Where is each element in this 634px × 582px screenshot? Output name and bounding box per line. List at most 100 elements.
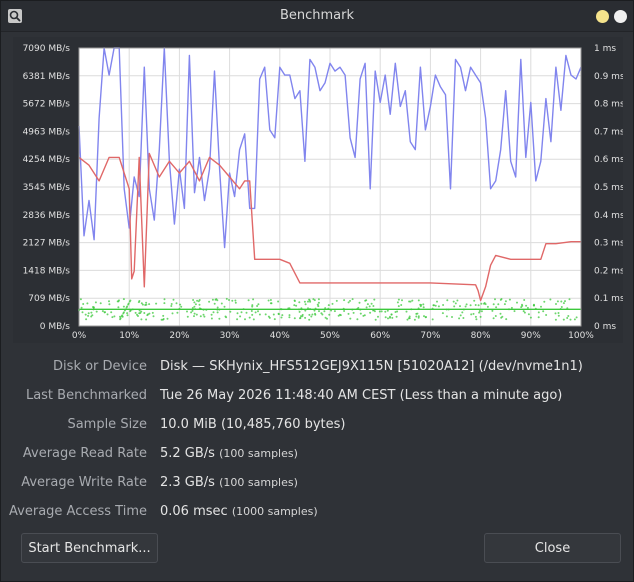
access-time-point — [202, 313, 205, 316]
access-time-point — [347, 312, 350, 315]
access-time-point — [351, 308, 354, 311]
access-time-point — [343, 299, 346, 302]
access-time-point — [236, 312, 239, 315]
access-time-point — [423, 315, 425, 318]
access-time-point — [257, 303, 260, 306]
access-time-point — [522, 310, 525, 313]
access-time-point — [231, 299, 234, 302]
access-time-point — [456, 299, 459, 302]
access-time-point — [508, 298, 511, 301]
access-time-point — [252, 318, 255, 321]
access-time-point — [85, 318, 88, 321]
y-tick-right: 1 ms — [594, 44, 616, 54]
access-time-point — [90, 311, 93, 314]
access-time-point — [87, 312, 90, 315]
access-time-point — [342, 307, 345, 310]
access-time-point — [254, 311, 257, 314]
access-time-point — [220, 302, 223, 305]
access-time-point — [307, 307, 309, 310]
access-time-point — [308, 299, 311, 302]
access-time-point — [545, 314, 548, 316]
access-time-point — [441, 312, 444, 315]
access-time-point — [483, 302, 485, 305]
access-time-point — [480, 310, 483, 313]
access-time-point — [92, 306, 94, 308]
access-time-point — [318, 310, 320, 313]
read-rate-value: 5.2 GB/s (100 samples) — [160, 446, 298, 461]
access-time-point — [308, 313, 311, 316]
access-time-point — [215, 298, 218, 301]
access-time-point — [166, 317, 169, 320]
access-time-point — [499, 298, 502, 301]
access-time-point — [494, 298, 496, 301]
access-time-point — [210, 317, 213, 320]
access-time-point — [190, 311, 193, 314]
access-time-point — [143, 312, 146, 314]
access-time-point — [257, 310, 259, 313]
y-tick-left: 5672 MB/s — [23, 100, 71, 110]
access-time-point — [152, 315, 155, 318]
access-time-point — [308, 318, 311, 321]
access-time-point — [293, 317, 296, 320]
access-time-point — [365, 306, 368, 309]
app-icon[interactable] — [8, 9, 22, 23]
y-tick-left: 7090 MB/s — [23, 44, 71, 54]
access-time-point — [523, 311, 526, 314]
access-time-point — [101, 310, 104, 313]
access-time-point — [465, 303, 468, 306]
access-time-point — [473, 299, 476, 302]
access-time-point — [137, 315, 139, 317]
access-time-point — [387, 317, 389, 320]
access-time-point — [408, 317, 411, 320]
last-benchmarked-label: Last Benchmarked — [25, 388, 147, 403]
access-time-point — [542, 310, 545, 313]
close-window-button[interactable] — [614, 10, 627, 23]
access-time-point — [508, 308, 510, 311]
access-time-point — [247, 299, 250, 302]
access-time-point — [373, 298, 376, 301]
x-tick: 0% — [72, 331, 87, 341]
access-time-point — [122, 305, 125, 308]
access-time-point — [540, 305, 542, 308]
access-time-point — [141, 303, 144, 306]
access-time-point — [368, 305, 371, 308]
read-rate-label: Average Read Rate — [22, 446, 147, 461]
access-time-point — [358, 301, 361, 304]
access-time-point — [258, 313, 261, 316]
access-time-point — [442, 304, 445, 306]
access-time-point — [192, 299, 195, 301]
access-time-point — [408, 315, 411, 318]
start-benchmark-button[interactable]: Start Benchmark... — [21, 533, 158, 563]
access-time-point — [202, 308, 205, 311]
access-time-value: 0.06 msec (1000 samples) — [160, 504, 318, 519]
access-time-point — [171, 312, 174, 315]
access-time-point — [293, 299, 296, 302]
access-time-point — [335, 299, 338, 302]
access-time-point — [119, 317, 122, 320]
access-time-point — [564, 300, 566, 303]
access-time-point — [434, 304, 437, 307]
access-time-point — [470, 313, 473, 316]
access-time-point — [486, 305, 489, 308]
access-time-point — [475, 318, 478, 321]
device-value: Disk — SKHynix_HFS512GEJ9X115N [51020A12… — [160, 359, 583, 374]
access-time-point — [198, 307, 201, 310]
access-time-point — [478, 311, 481, 314]
y-tick-left: 2836 MB/s — [23, 211, 71, 221]
access-time-point — [194, 308, 197, 311]
x-tick: 60% — [370, 331, 390, 341]
close-button[interactable]: Close — [484, 533, 621, 563]
x-tick: 20% — [169, 331, 189, 341]
access-time-point — [299, 316, 302, 319]
access-time-point — [356, 318, 359, 321]
access-time-point — [562, 302, 565, 305]
access-time-point — [537, 311, 540, 314]
minimize-button[interactable] — [596, 10, 609, 23]
access-time-point — [94, 301, 97, 304]
access-time-point — [195, 313, 198, 316]
access-time-point — [277, 300, 280, 303]
access-time-point — [280, 308, 283, 311]
access-time-point — [406, 318, 409, 321]
access-time-point — [216, 311, 219, 314]
access-time-point — [397, 305, 400, 308]
